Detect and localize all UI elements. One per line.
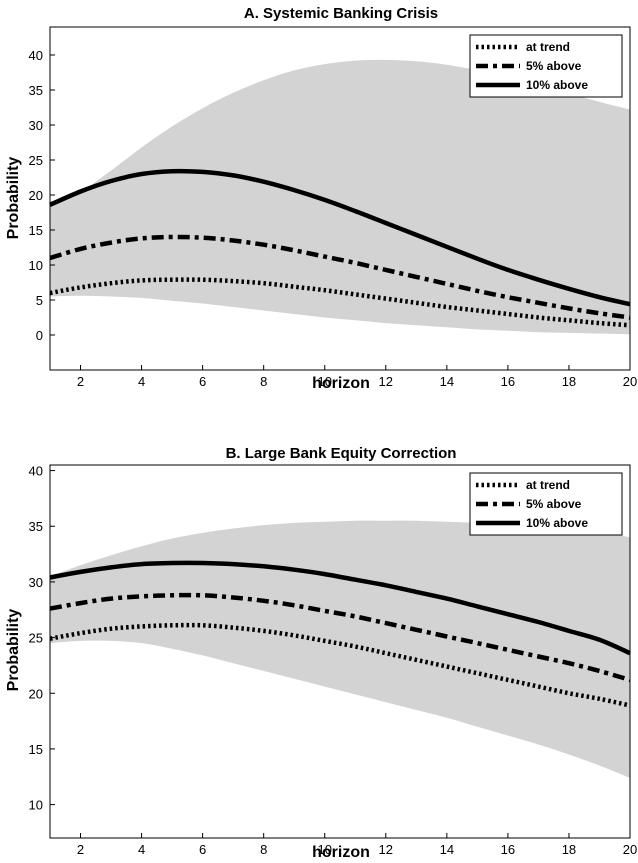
x-tick-label-b: 14 [440,842,454,857]
axes-frame-a [49,26,631,371]
x-axis-label-a: horizon [312,375,370,392]
y-tick-label-a: 35 [29,83,43,98]
x-axis-label-b: horizon [312,844,370,861]
y-tick-label-a: 5 [36,293,43,308]
y-tick-label-a: 25 [29,153,43,168]
y-axis-label-a: Probability [5,157,22,240]
x-tick-label-a: 8 [260,374,267,389]
x-tick-label-b: 8 [260,842,267,857]
y-axis-label-b: Probability [5,609,22,692]
x-tick-label-a: 4 [138,374,145,389]
x-tick-label-a: 6 [199,374,206,389]
x-tick-label-a: 10 [318,374,332,389]
series-line-a-0 [49,277,631,328]
x-tick-label-a: 14 [440,374,454,389]
series-line-b-1 [49,592,631,683]
y-tick-label-b: 10 [29,798,43,813]
y-tick-label-b: 40 [29,464,43,479]
y-tick-label-a: 20 [29,188,43,203]
y-tick-label-a: 15 [29,223,43,238]
legend-label-a-1: 5% above [526,59,582,73]
legend-label-a-2: 10% above [526,78,588,92]
x-tick-label-b: 16 [501,842,515,857]
series-line-b-0 [49,622,631,708]
confidence-band-a [50,59,630,335]
legend-label-b-1: 5% above [526,497,582,511]
series-line-a-1 [49,234,631,320]
legend-label-b-0: at trend [526,478,570,492]
axes-frame-b [49,464,631,839]
x-tick-label-a: 16 [501,374,515,389]
confidence-band-b [50,520,630,778]
x-tick-label-b: 2 [77,842,84,857]
y-tick-label-a: 40 [29,48,43,63]
y-tick-label-b: 15 [29,742,43,757]
x-tick-label-a: 20 [623,374,637,389]
series-line-a-2 [49,168,631,307]
y-tick-label-b: 20 [29,686,43,701]
y-tick-label-a: 10 [29,258,43,273]
y-tick-label-b: 30 [29,575,43,590]
x-tick-label-b: 12 [379,842,393,857]
x-tick-label-a: 12 [379,374,393,389]
chart-title-b: B. Large Bank Equity Correction [226,445,457,462]
series-line-b-2 [49,560,631,656]
x-tick-label-b: 4 [138,842,145,857]
chart-title-a: A. Systemic Banking Crisis [244,5,438,22]
x-tick-label-a: 18 [562,374,576,389]
y-tick-label-a: 0 [36,328,43,343]
x-tick-label-a: 2 [77,374,84,389]
x-tick-label-b: 18 [562,842,576,857]
legend-b: at trend 5% above 10% above [469,472,623,536]
legend-label-b-2: 10% above [526,516,588,530]
plot-area-a: 2 4 6 8 10 12 14 16 18 20 0 5 10 15 20 25 30 35 40 at trend… [29,26,637,389]
chart-panel-a: A. Systemic Banking Crisis 2 4 6 8 10 12 14 16 1… [5,5,637,392]
legend-a: at trend 5% above 10% above [469,34,623,98]
legend-label-a-0: at trend [526,40,570,54]
x-tick-label-b: 10 [318,842,332,857]
y-tick-label-b: 25 [29,631,43,646]
y-tick-label-a: 30 [29,118,43,133]
y-tick-label-b: 35 [29,519,43,534]
x-tick-label-b: 6 [199,842,206,857]
plot-area-b: 2 4 6 8 10 12 14 16 18 20 10 15 20 25 30 35 40 at trend 5%… [29,464,638,857]
chart-panel-b: B. Large Bank Equity Correction 2 4 6 8 10 12… [5,445,637,861]
x-tick-label-b: 20 [623,842,637,857]
